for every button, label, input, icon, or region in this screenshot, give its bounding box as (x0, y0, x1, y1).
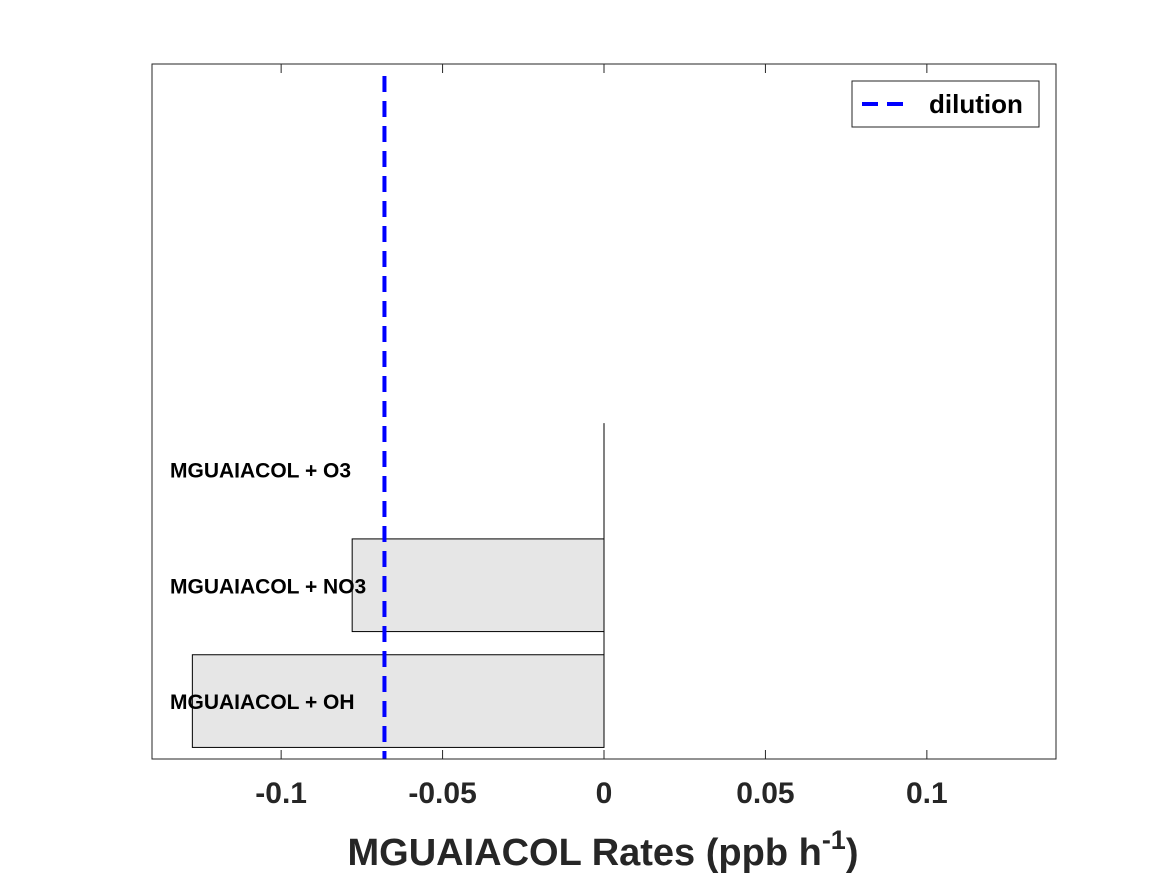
category-label-0: MGUAIACOL + OH (170, 691, 355, 714)
bar-0 (191, 654, 605, 748)
category-label-1: MGUAIACOL + NO3 (170, 575, 366, 598)
x-tick-labels: -0.1 -0.05 0 0.05 0.1 (255, 777, 947, 810)
x-tick-label-2: 0 (596, 777, 613, 810)
bars-group (191, 538, 605, 748)
x-axis-title-close: ) (846, 832, 859, 874)
x-axis-title: MGUAIACOL Rates (ppb h-1) (348, 825, 859, 874)
legend-label-dilution: dilution (929, 89, 1023, 119)
category-labels: MGUAIACOL + OH MGUAIACOL + NO3 MGUAIACOL +… (170, 459, 366, 714)
x-ticks (280, 64, 928, 759)
legend: dilution (851, 80, 1040, 128)
x-axis-title-main: MGUAIACOL Rates (ppb h (348, 832, 822, 874)
category-label-2: MGUAIACOL + O3 (170, 459, 351, 482)
legend-box (851, 80, 1040, 128)
x-tick-label-0: -0.1 (255, 777, 307, 810)
x-tick-label-3: 0.05 (736, 777, 794, 810)
x-axis-title-superscript: -1 (822, 825, 846, 855)
x-tick-label-1: -0.05 (408, 777, 476, 810)
x-tick-label-4: 0.1 (906, 777, 948, 810)
bar-1 (351, 538, 605, 633)
